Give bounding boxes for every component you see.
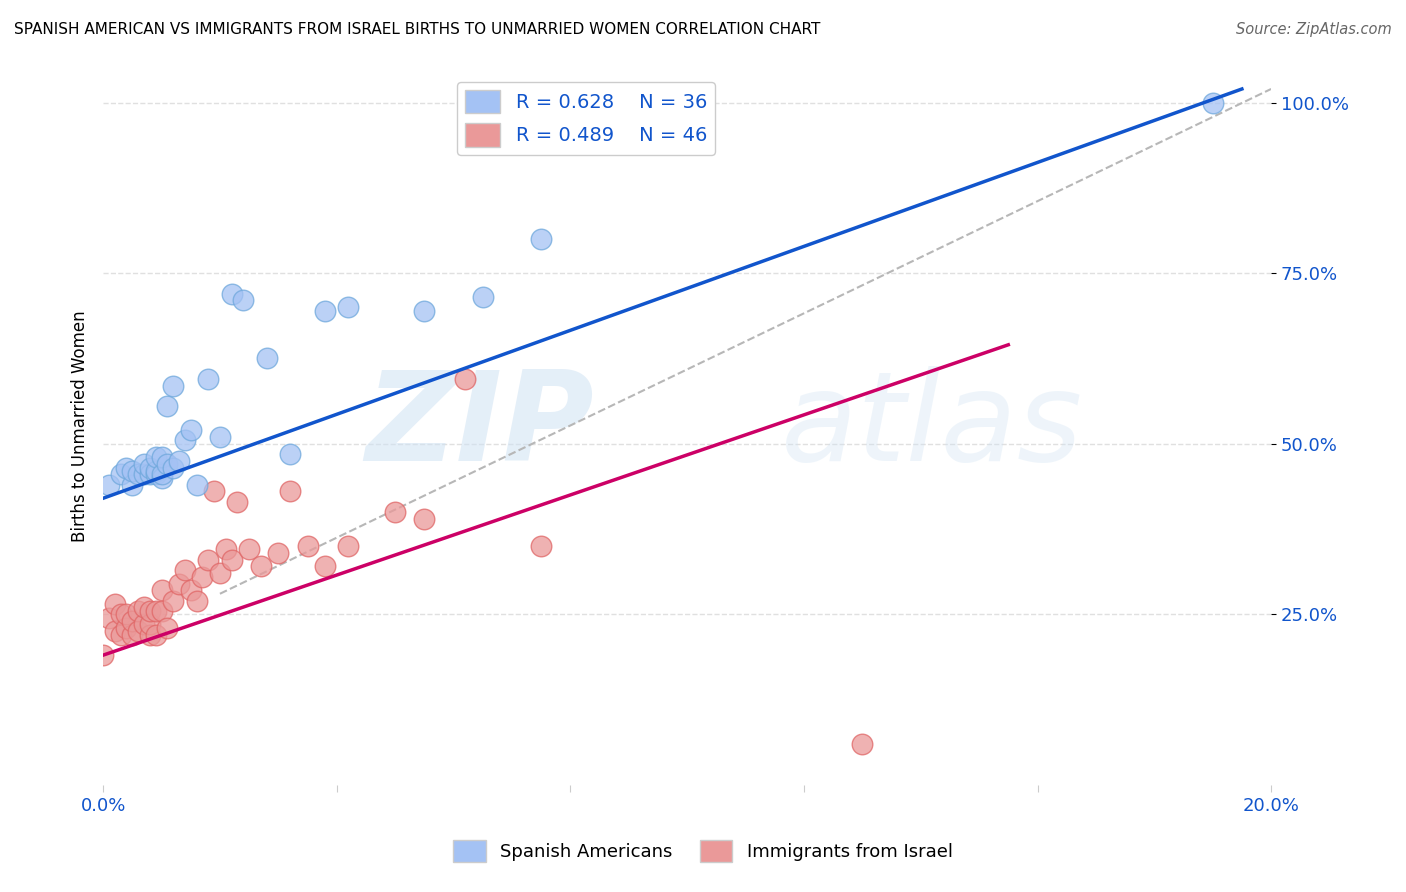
Point (530, 232, 553, 246)
Point (132, 457, 155, 471)
Point (127, 604, 149, 618)
Point (208, 566, 231, 581)
Point (167, 576, 190, 591)
Point (121, 628, 143, 642)
Point (191, 570, 214, 584)
Point (454, 372, 477, 386)
Legend: Spanish Americans, Immigrants from Israel: Spanish Americans, Immigrants from Israe… (446, 833, 960, 870)
Text: Source: ZipAtlas.com: Source: ZipAtlas.com (1236, 22, 1392, 37)
Point (145, 628, 167, 642)
Point (215, 542, 238, 557)
Point (139, 617, 162, 632)
Point (267, 546, 290, 560)
Point (110, 607, 132, 622)
Point (150, 583, 173, 598)
Point (145, 464, 167, 478)
Point (221, 286, 243, 301)
Point (162, 378, 184, 392)
Point (121, 464, 143, 478)
Point (384, 505, 406, 519)
Point (115, 621, 138, 635)
Point (91, 648, 114, 662)
Point (173, 563, 195, 577)
Point (150, 471, 173, 485)
Y-axis label: Births to Unmarried Women: Births to Unmarried Women (72, 310, 89, 542)
Text: atlas: atlas (780, 366, 1083, 487)
Point (314, 303, 336, 318)
Point (121, 614, 143, 628)
Point (156, 457, 179, 471)
Text: ZIP: ZIP (366, 366, 593, 487)
Point (471, 290, 494, 304)
Point (337, 539, 360, 553)
Point (139, 467, 162, 482)
Point (851, 737, 873, 751)
Point (278, 447, 301, 461)
Point (180, 423, 202, 437)
Point (186, 477, 208, 491)
Point (104, 624, 127, 639)
Point (530, 539, 553, 553)
Point (150, 604, 173, 618)
Point (197, 372, 219, 386)
Text: SPANISH AMERICAN VS IMMIGRANTS FROM ISRAEL BIRTHS TO UNMARRIED WOMEN CORRELATION: SPANISH AMERICAN VS IMMIGRANTS FROM ISRA… (14, 22, 821, 37)
Point (162, 593, 184, 607)
Point (145, 467, 167, 482)
Point (150, 467, 173, 482)
Point (115, 607, 138, 622)
Point (314, 559, 336, 574)
Point (98, 610, 121, 624)
Point (249, 559, 271, 574)
Point (202, 484, 225, 499)
Point (132, 467, 155, 482)
Point (197, 552, 219, 566)
Point (145, 450, 167, 465)
Point (132, 617, 155, 632)
Point (150, 450, 173, 465)
Point (413, 303, 436, 318)
Point (145, 604, 167, 618)
Point (139, 460, 162, 475)
Point (337, 300, 360, 314)
Point (1202, 95, 1225, 110)
Point (278, 484, 301, 499)
Point (127, 467, 149, 482)
Point (238, 542, 260, 557)
Point (121, 477, 143, 491)
Point (226, 494, 249, 508)
Point (132, 600, 155, 615)
Point (139, 604, 162, 618)
Point (232, 293, 254, 308)
Point (162, 460, 184, 475)
Point (186, 593, 208, 607)
Point (173, 434, 195, 448)
Point (104, 597, 127, 611)
Point (156, 621, 179, 635)
Point (221, 552, 243, 566)
Point (110, 467, 132, 482)
Point (167, 454, 190, 468)
Point (98, 477, 121, 491)
Point (139, 628, 162, 642)
Point (256, 351, 278, 366)
Point (208, 430, 231, 444)
Point (413, 512, 436, 526)
Point (127, 624, 149, 639)
Point (297, 539, 319, 553)
Point (156, 399, 179, 413)
Point (115, 460, 138, 475)
Legend: R = 0.628    N = 36, R = 0.489    N = 46: R = 0.628 N = 36, R = 0.489 N = 46 (457, 82, 714, 154)
Point (180, 583, 202, 598)
Point (110, 628, 132, 642)
